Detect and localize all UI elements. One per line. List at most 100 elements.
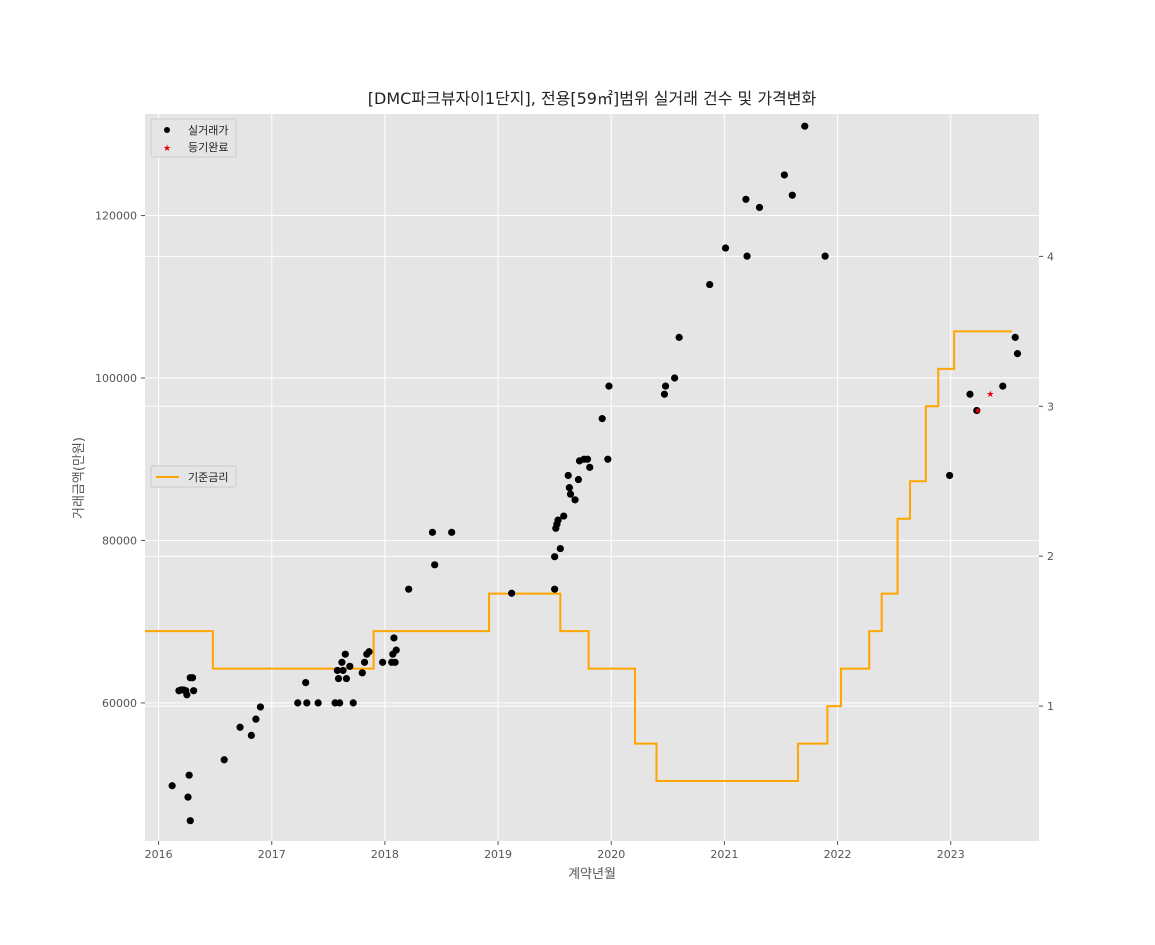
trade-point: [186, 817, 194, 825]
legend-registered-label: 등기완료: [188, 141, 228, 154]
y2-tick-label: 4: [1047, 250, 1054, 263]
trade-point: [220, 756, 228, 764]
trade-point: [190, 687, 198, 695]
trade-point: [294, 699, 302, 707]
x-tick-label: 2019: [484, 848, 512, 861]
trade-point: [551, 553, 559, 561]
trade-point: [338, 658, 346, 666]
y-tick-label: 100000: [95, 372, 137, 385]
trade-point: [675, 333, 683, 341]
trade-point: [574, 475, 583, 484]
x-tick-label: 2016: [145, 848, 173, 861]
trade-point: [566, 490, 575, 498]
trade-point: [334, 674, 343, 683]
trade-point: [342, 674, 351, 683]
x-tick-label: 2020: [597, 848, 625, 861]
trade-point: [999, 382, 1007, 390]
legend-rate: 기준금리: [150, 465, 237, 488]
trade-point: [671, 374, 679, 382]
x-tick-label: 2022: [824, 848, 852, 861]
rate-step-line: [145, 330, 1012, 783]
y-tick-label: 80000: [102, 534, 137, 547]
trade-point: [660, 390, 669, 398]
trade-point: [428, 528, 437, 536]
trade-point: [390, 634, 398, 642]
y2-tick-label: 3: [1047, 400, 1054, 413]
legend-top: 실거래가 ★ 등기완료: [150, 118, 237, 158]
legend-trade-label: 실거래가: [188, 124, 228, 137]
trade-point: [349, 699, 357, 707]
trade-point: [379, 658, 387, 666]
trade-point: [314, 699, 322, 707]
axes-layer: 2016 2017 2018 2019 2020 2021 2022 2023 60000 800…: [95, 210, 1054, 861]
trade-point: [448, 528, 456, 536]
grid: [145, 114, 1039, 841]
x-tick-label: 2018: [371, 848, 399, 861]
plot-area: [145, 114, 1039, 841]
y-tick-label: 120000: [95, 210, 137, 223]
trade-point: [405, 585, 413, 593]
trade-point: [188, 674, 197, 682]
legend-registered-marker: ★: [163, 144, 171, 154]
trade-point: [247, 731, 255, 740]
trade-point: [583, 455, 592, 463]
trade-point: [560, 512, 568, 520]
legend-rate-box: [150, 465, 237, 488]
trade-point: [788, 191, 796, 199]
trade-point: [966, 390, 974, 398]
trade-point: [586, 463, 594, 471]
trade-point: [303, 699, 311, 707]
trade-point: [360, 658, 369, 666]
trade-point: [1011, 333, 1019, 341]
trade-point: [302, 679, 310, 687]
trade-point: [168, 782, 176, 790]
trade-point: [556, 544, 564, 553]
trade-point: [605, 382, 613, 390]
registered-point: ★: [974, 406, 982, 416]
trade-point: [721, 244, 730, 252]
trade-point: [358, 669, 366, 677]
trade-point: [661, 382, 670, 390]
trade-point: [391, 658, 399, 666]
trade-point: [183, 691, 191, 699]
trade-point: [336, 699, 344, 707]
trade-point: [184, 793, 192, 801]
trade-point: [604, 455, 612, 463]
y2-tick-label: 1: [1047, 700, 1054, 713]
trade-point: [256, 703, 265, 711]
registered-point: ★: [986, 390, 994, 400]
trade-point: [571, 496, 579, 504]
trade-point: [780, 171, 788, 179]
trade-point: [565, 484, 573, 492]
trade-point: [252, 715, 260, 723]
y-tick-label: 60000: [102, 697, 137, 710]
trade-point: [973, 406, 981, 415]
x-tick-label: 2017: [258, 848, 286, 861]
trade-point: [742, 195, 750, 203]
trade-point: [346, 662, 354, 670]
trade-point: [341, 650, 349, 658]
trade-point: [946, 471, 954, 480]
rate-layer: [145, 330, 1012, 783]
legend-rate-label: 기준금리: [188, 471, 228, 484]
trade-point: [365, 648, 373, 656]
legend-trade-marker: [164, 127, 170, 133]
x-tick-label: 2021: [710, 848, 738, 861]
trade-point: [821, 252, 829, 260]
x-axis-label: 계약년월: [568, 867, 616, 882]
legend-top-box: [150, 118, 237, 158]
trade-point: [554, 516, 562, 524]
points-layer: ★★: [168, 122, 1022, 825]
trade-point: [706, 280, 714, 289]
trade-point: [551, 585, 559, 593]
trade-point: [339, 666, 347, 675]
trade-point: [755, 203, 764, 212]
trade-point: [1013, 350, 1022, 358]
trade-point: [801, 122, 809, 130]
trade-point: [185, 771, 193, 779]
trade-point: [508, 589, 516, 597]
y2-tick-label: 2: [1047, 550, 1054, 563]
y-axis-label: 거래금액(만원): [72, 437, 87, 519]
trade-point: [236, 723, 244, 731]
